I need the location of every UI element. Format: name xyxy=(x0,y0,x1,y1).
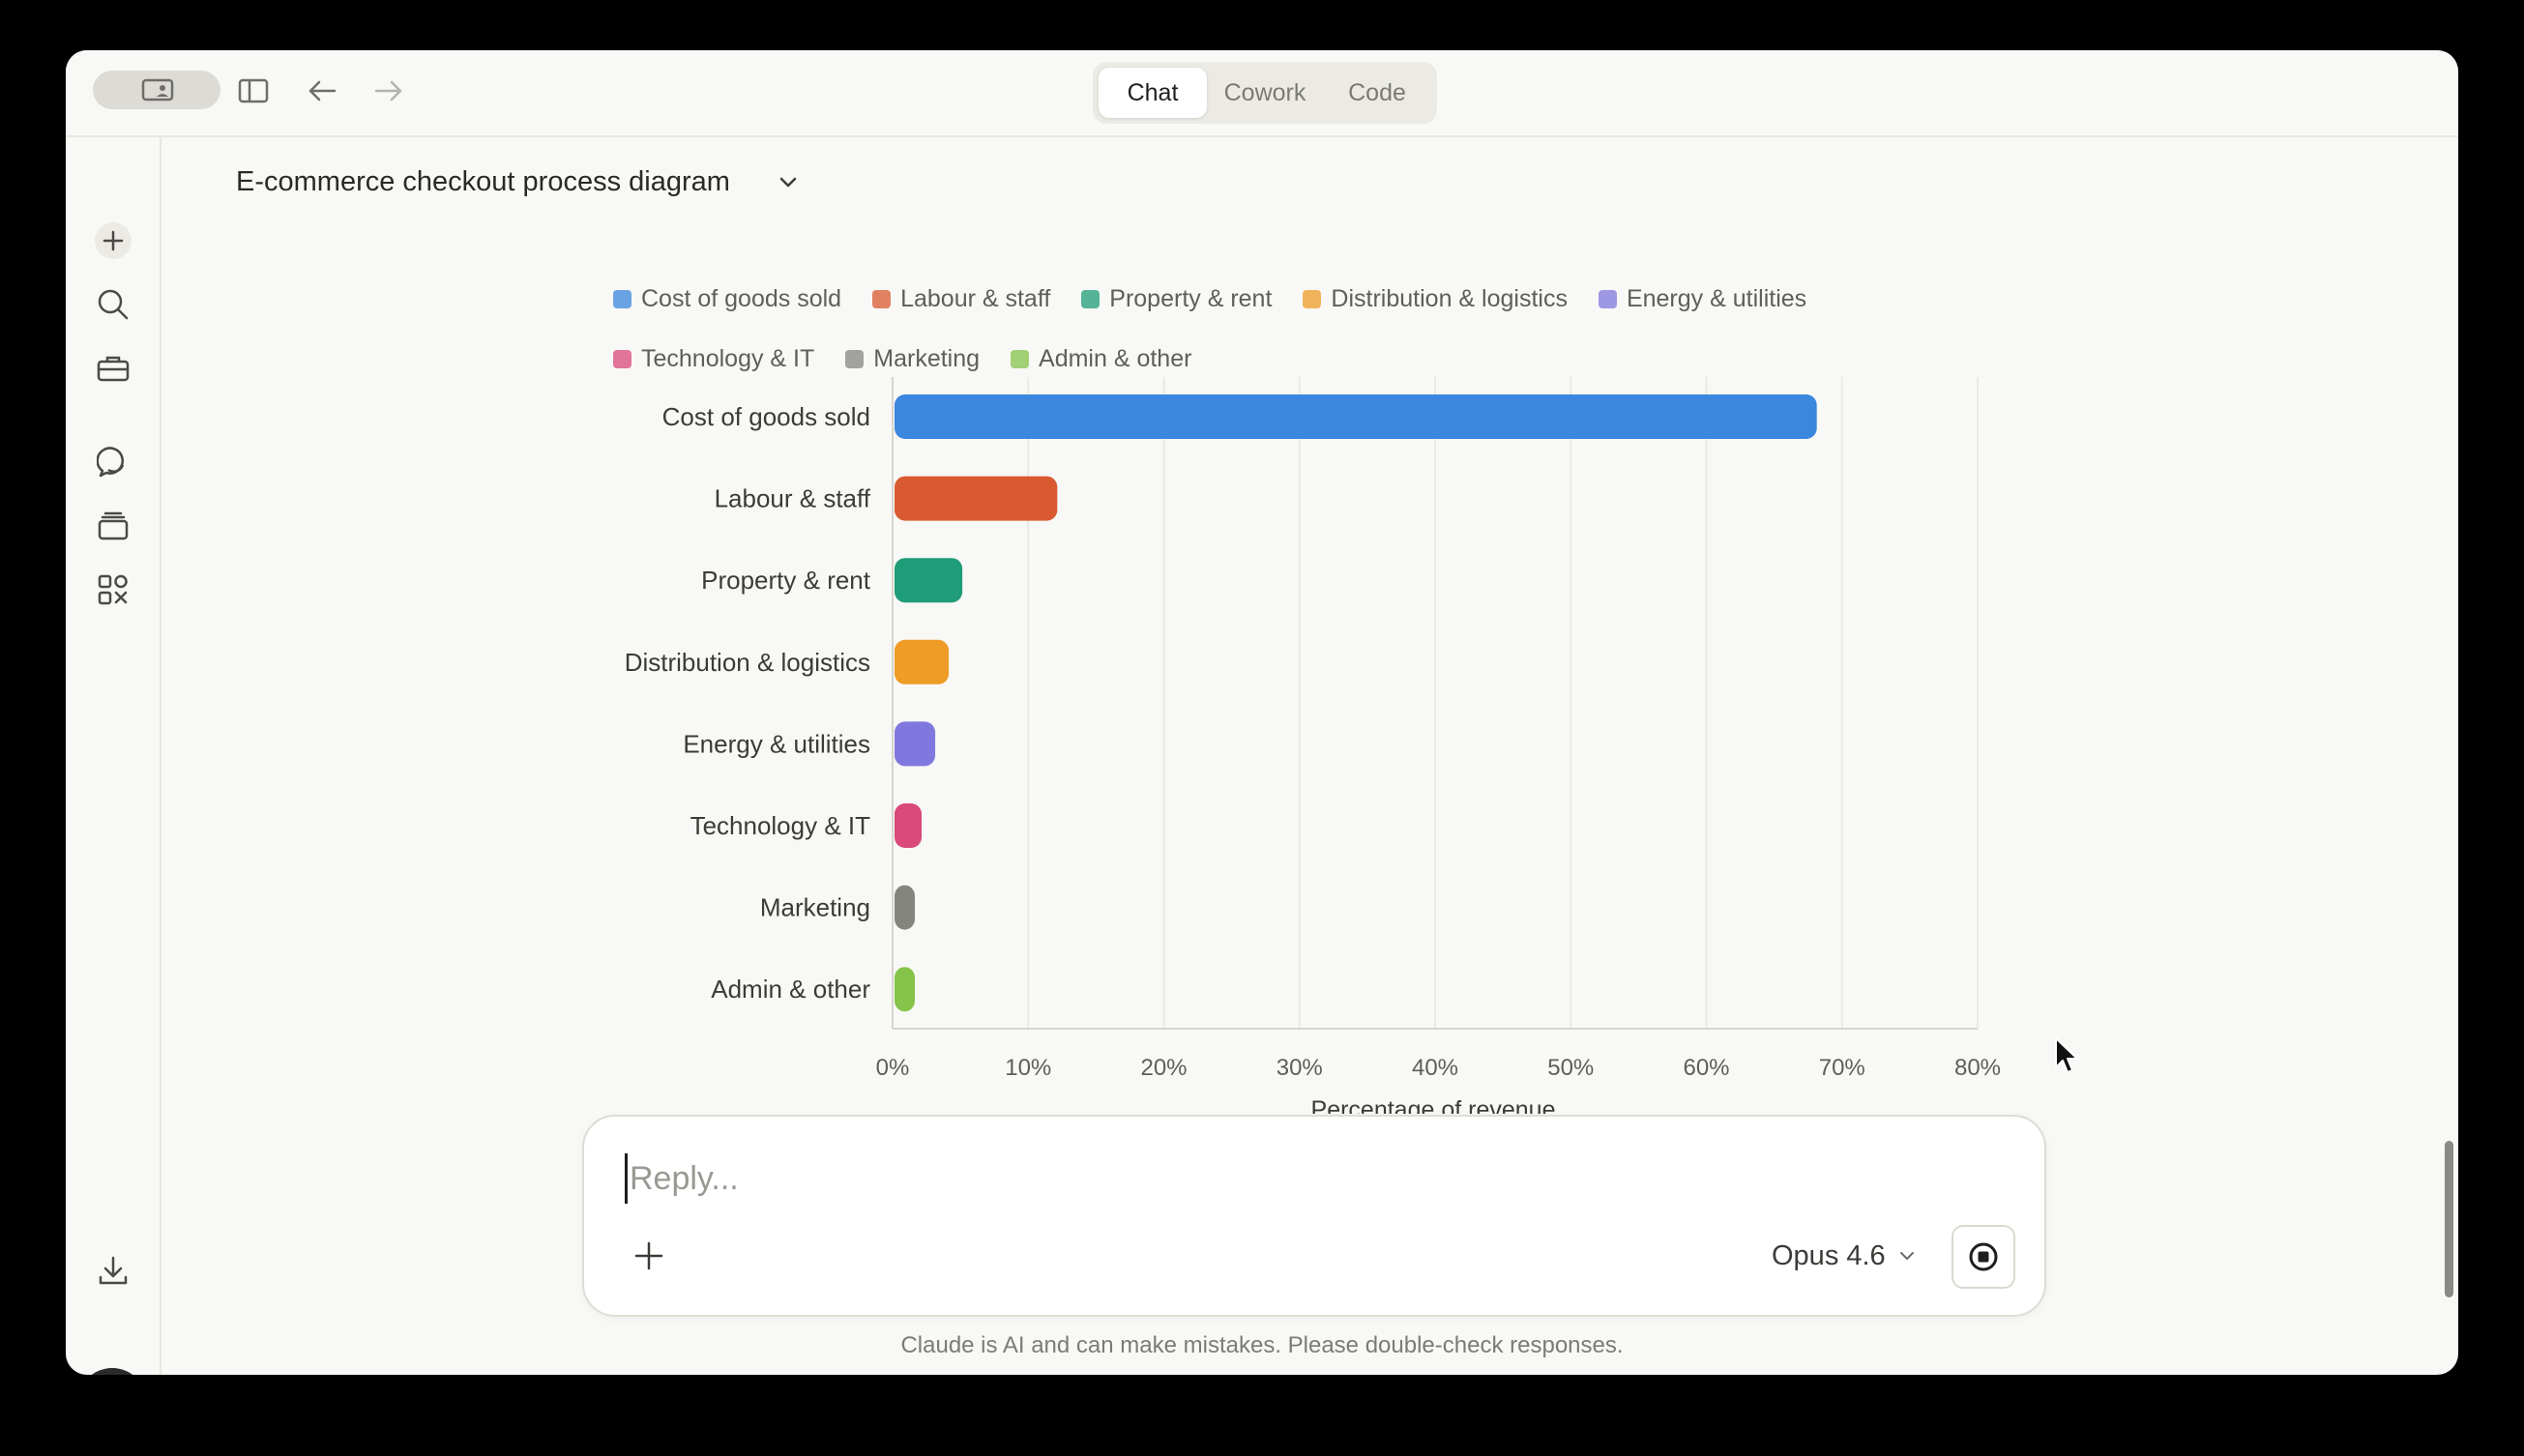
legend-swatch xyxy=(613,289,631,308)
bar xyxy=(895,476,1058,521)
legend-label: Marketing xyxy=(873,344,981,372)
bar xyxy=(895,967,916,1012)
legend-row: Technology & IT Marketing Admin & other xyxy=(613,344,1967,373)
legend-label: Technology & IT xyxy=(641,344,815,372)
conversation-title[interactable]: E-commerce checkout process diagram xyxy=(236,166,730,197)
search-icon[interactable] xyxy=(93,284,133,325)
projects-icon[interactable] xyxy=(93,348,133,389)
legend-label: Property & rent xyxy=(1109,284,1273,312)
model-name: Opus 4.6 xyxy=(1772,1239,1886,1271)
bar-chart: Cost of goods sold Labour & staff Property… xyxy=(625,377,2001,1114)
y-category-label: Distribution & logistics xyxy=(625,648,870,677)
title-bar: Chat Cowork Code xyxy=(66,50,2458,137)
legend-item: Energy & utilities xyxy=(1598,284,1807,313)
chevron-down-icon xyxy=(1899,1252,1914,1260)
x-tick-label: 10% xyxy=(1005,1055,1051,1081)
download-icon[interactable] xyxy=(93,1250,133,1291)
tab-chat[interactable]: Chat xyxy=(1099,68,1207,118)
legend-item: Cost of goods sold xyxy=(613,285,841,313)
legend-label: Labour & staff xyxy=(900,284,1051,312)
reply-input[interactable] xyxy=(625,1153,1695,1204)
legend-swatch xyxy=(1598,289,1617,308)
y-category-label: Labour & staff xyxy=(715,484,871,513)
profile-toggle-pill[interactable] xyxy=(93,71,220,109)
legend-item: Labour & staff xyxy=(872,285,1050,313)
forward-arrow-icon[interactable] xyxy=(369,72,408,110)
record-icon xyxy=(1969,1242,1998,1271)
mode-switcher: Chat Cowork Code xyxy=(1093,62,1437,124)
stack-icon[interactable] xyxy=(93,506,133,546)
legend-swatch xyxy=(1081,289,1101,308)
x-tick-label: 0% xyxy=(876,1055,910,1081)
y-category-label: Property & rent xyxy=(701,566,871,595)
bar xyxy=(895,558,963,603)
reply-composer: Opus 4.6 xyxy=(582,1115,2046,1317)
legend-swatch xyxy=(1303,289,1322,308)
back-arrow-icon[interactable] xyxy=(303,72,341,110)
artifacts-icon[interactable] xyxy=(93,569,133,610)
disclaimer: Claude is AI and can make mistakes. Plea… xyxy=(900,1332,1624,1358)
app-window: Chat Cowork Code N E-commerce checkout p… xyxy=(66,50,2458,1375)
y-category-label: Energy & utilities xyxy=(683,729,870,758)
x-tick-label: 80% xyxy=(1954,1055,2001,1081)
x-axis-label: Percentage of revenue xyxy=(1311,1096,1556,1114)
x-tick-label: 20% xyxy=(1140,1055,1187,1081)
plus-icon xyxy=(634,1241,663,1270)
legend-label: Energy & utilities xyxy=(1626,284,1807,312)
legend-row: Cost of goods sold Labour & staff Property… xyxy=(613,284,1967,313)
y-category-label: Technology & IT xyxy=(690,811,871,840)
x-tick-label: 60% xyxy=(1683,1055,1729,1081)
chart-legend: Cost of goods sold Labour & staff Property… xyxy=(613,284,1967,404)
legend-label: Distribution & logistics xyxy=(1331,284,1568,312)
legend-swatch xyxy=(1011,349,1030,368)
bar xyxy=(895,394,1817,439)
tab-code[interactable]: Code xyxy=(1348,79,1406,106)
scrollbar[interactable] xyxy=(2445,1141,2453,1297)
legend-item: Admin & other xyxy=(1011,345,1191,373)
new-chat-icon[interactable] xyxy=(93,220,133,261)
voice-mode-button[interactable] xyxy=(1952,1225,2015,1289)
chevron-down-icon[interactable] xyxy=(774,168,803,197)
sidebar-toggle-icon[interactable] xyxy=(234,72,273,110)
legend-label: Cost of goods sold xyxy=(641,284,842,312)
x-tick-label: 50% xyxy=(1547,1055,1594,1081)
bar xyxy=(895,885,916,930)
y-category-label: Marketing xyxy=(760,893,870,922)
avatar[interactable]: N xyxy=(77,1368,147,1375)
sidebar-rail: N xyxy=(66,137,161,1375)
legend-item: Marketing xyxy=(845,345,980,373)
legend-swatch xyxy=(872,289,892,308)
bar xyxy=(895,803,923,848)
model-selector[interactable]: Opus 4.6 xyxy=(1772,1235,1917,1277)
legend-item: Distribution & logistics xyxy=(1303,285,1568,313)
tab-cowork[interactable]: Cowork xyxy=(1223,79,1306,106)
legend-swatch xyxy=(613,349,631,368)
chats-icon[interactable] xyxy=(93,442,133,482)
y-category-label: Cost of goods sold xyxy=(662,402,870,431)
add-attachment-button[interactable] xyxy=(627,1234,671,1278)
legend-item: Technology & IT xyxy=(613,345,814,373)
bar xyxy=(895,721,936,767)
x-tick-label: 40% xyxy=(1412,1055,1458,1081)
mouse-cursor-icon xyxy=(2055,1037,2078,1073)
x-tick-label: 70% xyxy=(1819,1055,1865,1081)
legend-swatch xyxy=(845,349,865,368)
legend-label: Admin & other xyxy=(1039,344,1192,372)
legend-item: Property & rent xyxy=(1081,285,1272,313)
bar xyxy=(895,639,950,684)
x-tick-label: 30% xyxy=(1277,1055,1323,1081)
y-category-label: Admin & other xyxy=(711,975,870,1004)
